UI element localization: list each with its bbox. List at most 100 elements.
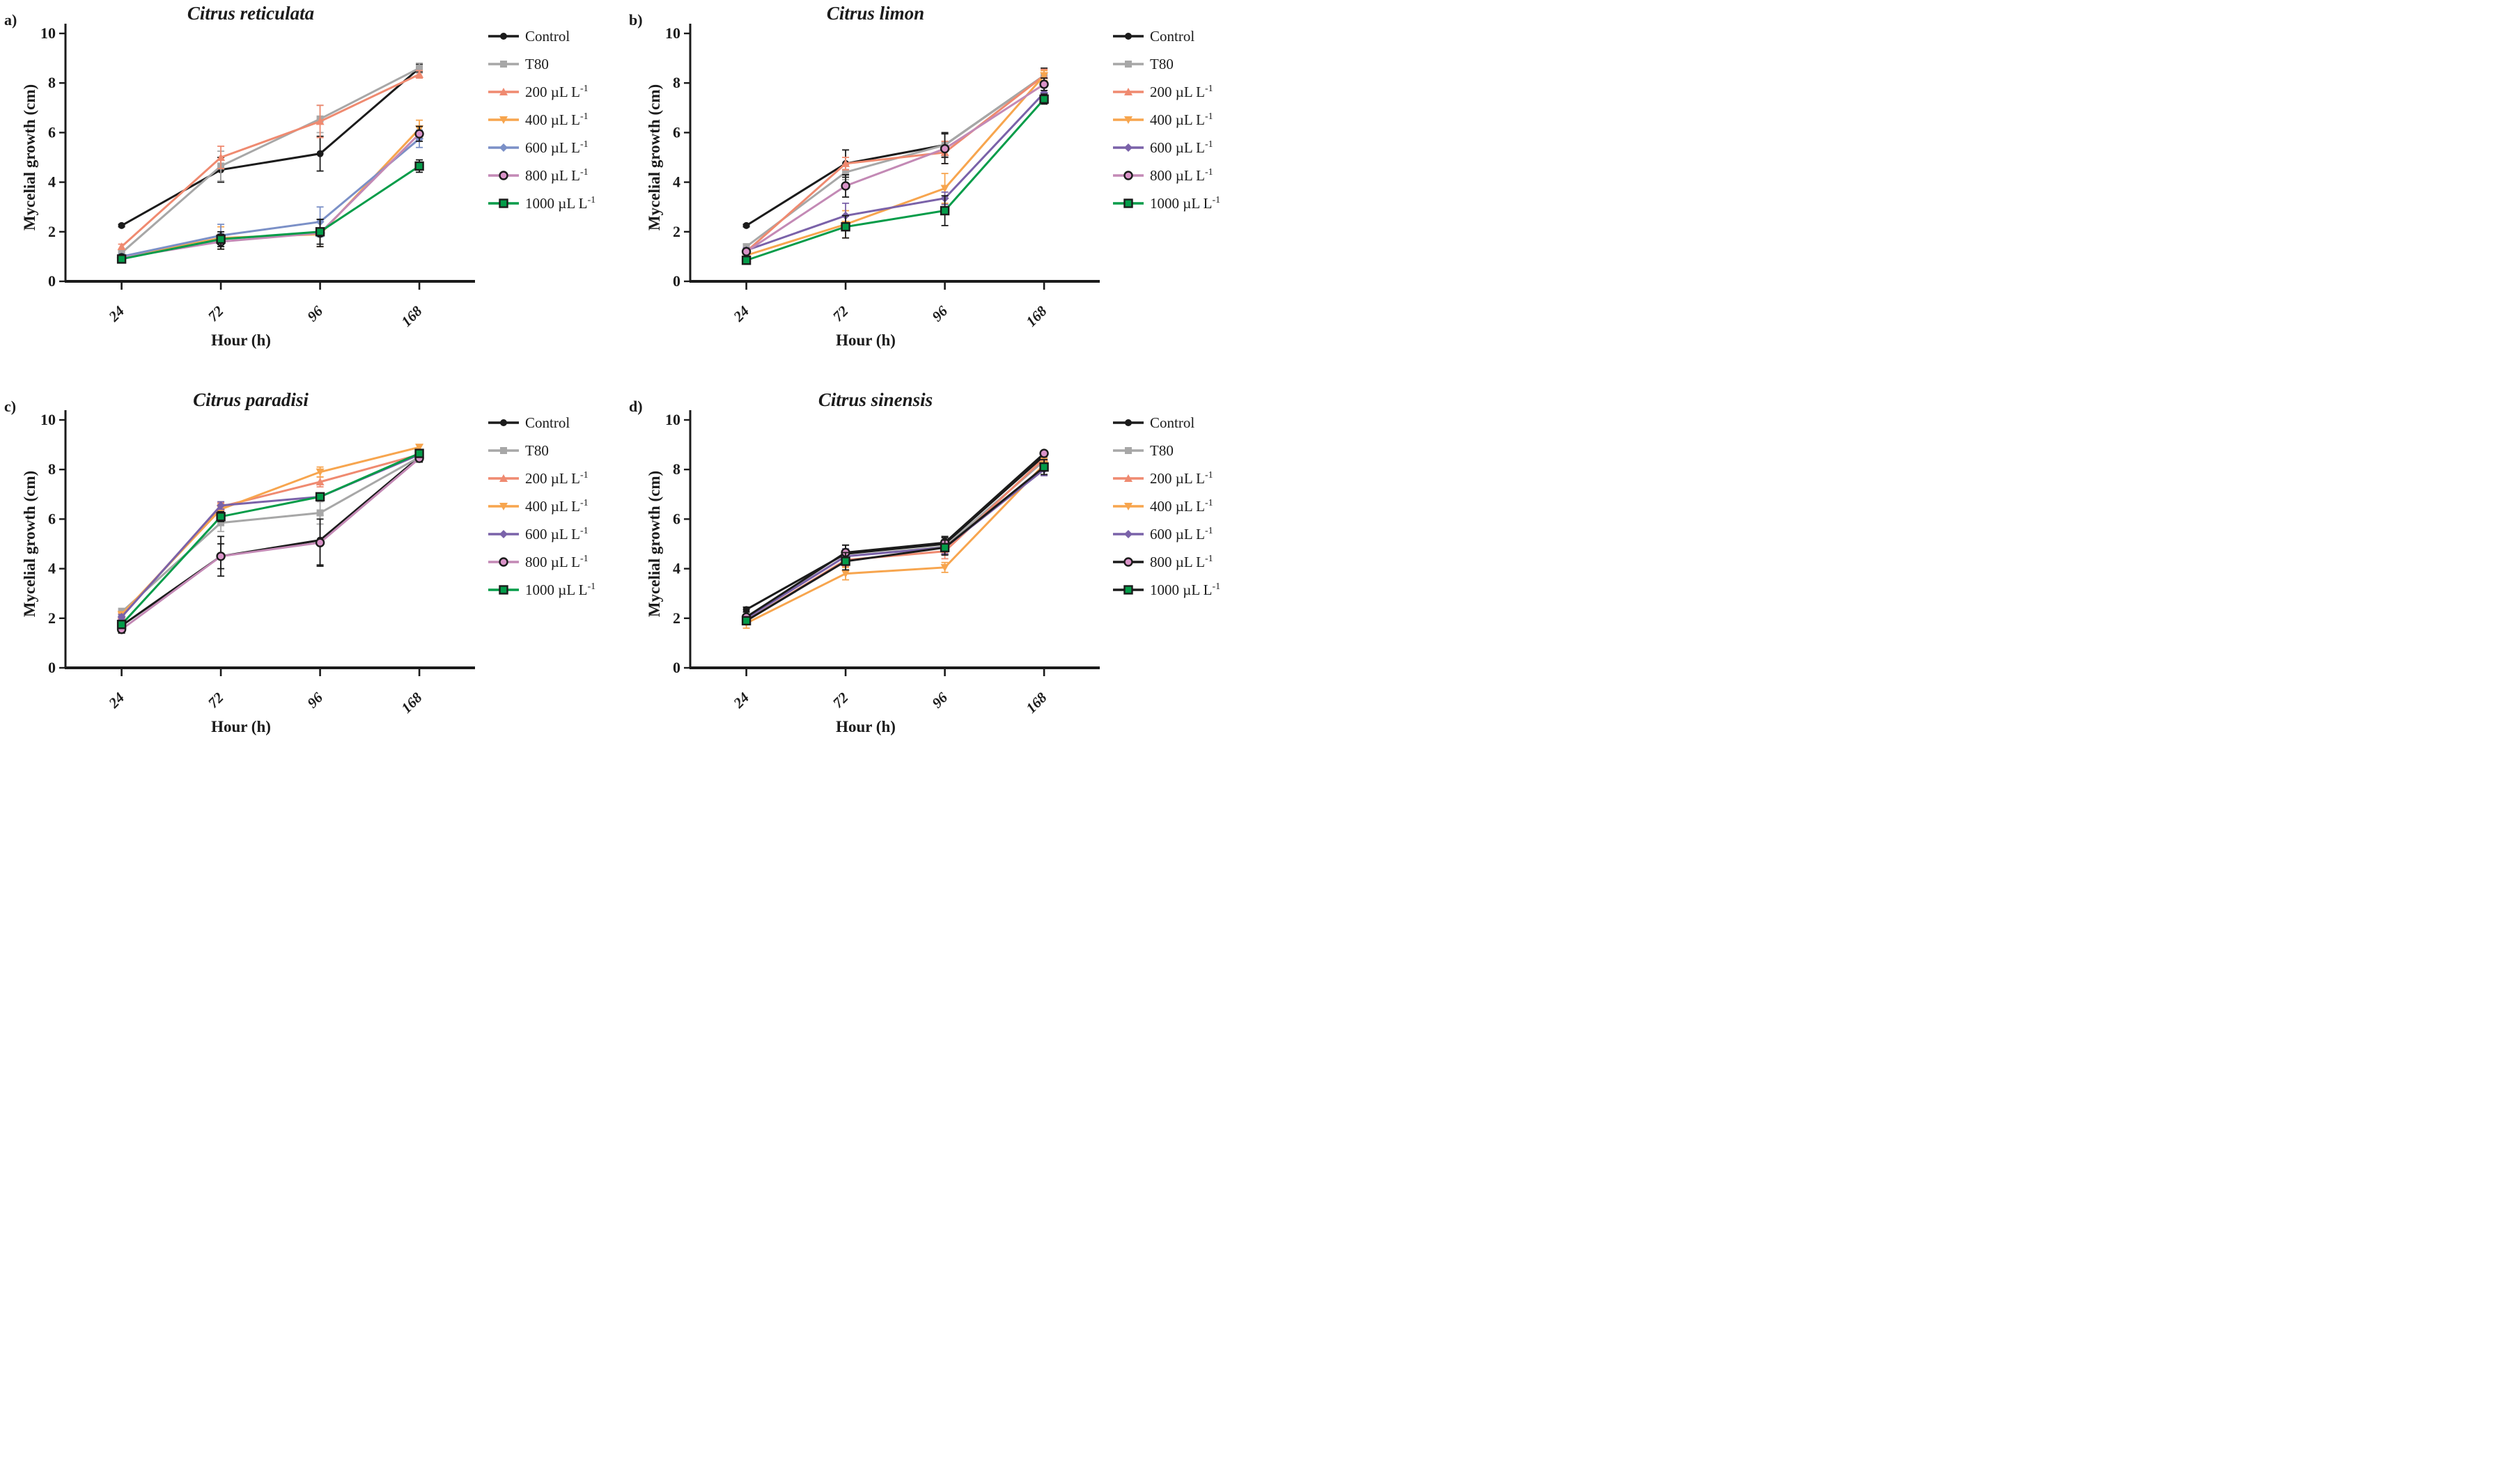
data-point-triangle-up [316,478,325,485]
legend-marker-square-icon [1113,447,1144,454]
legend-item-600-l-l-: 600 µL L-1 [488,134,623,162]
x-tick-label: 168 [398,689,426,717]
y-axis-title: Mycelial growth (cm) [646,84,663,231]
y-tick-label: 0 [48,659,56,676]
data-point-diamond [217,501,226,510]
legend-marker-circle-icon [488,419,519,426]
legend-item-400-l-l-: 400 µL L-1 [1112,492,1248,520]
legend-marker-open-circle-icon [488,171,519,180]
data-point-triangle-down [841,570,850,578]
legend-marker-diamond-icon [1113,530,1144,538]
panel-title-citrus-paradisi: Citrus paradisi [193,389,309,410]
series-line [121,138,421,258]
y-tick-label: 6 [673,510,680,527]
legend-item-control: Control [488,22,623,50]
legend-label: 800 µL L-1 [1150,553,1213,570]
legend-marker-triangle-up-icon [1113,474,1144,482]
legend-marker-square-outline-icon [1113,198,1144,208]
legend-marker-triangle-up-icon [488,88,519,95]
legend-marker-triangle-down-icon [488,116,519,124]
series-line [120,456,421,627]
series-600-l-l- [742,462,1049,623]
data-point-open-circle [1039,448,1049,458]
panel-citrus-paradisi: c) Citrus paradisi 0 2 4 6 8 10 24 72 96 168 Hour … [0,389,625,769]
series-1000-l-l- [741,459,1049,626]
data-point-triangle-up [217,153,226,161]
legend-label: 200 µL L-1 [1150,83,1213,100]
legend-item-200-l-l-: 200 µL L-1 [488,464,623,492]
figure-grid: a) Citrus reticulata 0 2 4 6 8 10 24 72 96 168 Hou… [0,0,1250,769]
data-point-square [842,169,850,176]
series-1000-l-l- [116,448,424,630]
data-point-square-outline [414,161,424,171]
legend-item-600-l-l-: 600 µL L-1 [1112,520,1248,548]
legend-label: T80 [525,55,549,72]
data-point-circle [500,33,507,40]
data-point-square-outline [499,198,508,208]
data-point-open-circle [414,129,424,139]
data-point-diamond [1124,143,1132,152]
data-point-diamond [117,613,126,622]
legend-marker-triangle-down-icon [1113,116,1144,124]
legend-citrus-reticulata: Control T80 200 µL L-1 400 µL L-1 600 µL L-1… [488,22,623,217]
data-point-triangle-up [117,242,126,251]
data-point-diamond [1124,530,1132,538]
panel-title-citrus-limon: Citrus limon [826,3,925,24]
legend-marker-triangle-up-icon [1113,88,1144,95]
series-line [745,83,1045,253]
legend-marker-triangle-down-icon [488,503,519,510]
panel-citrus-sinensis: d) Citrus sinensis 0 2 4 6 8 10 24 72 96 168 Hour … [625,389,1250,769]
legend-label: 400 µL L-1 [525,111,589,128]
y-tick-label: 8 [673,460,680,478]
legend-marker-open-circle-icon [488,557,519,567]
legend-item-200-l-l-: 200 µL L-1 [1112,464,1248,492]
data-point-square-outline [741,256,752,265]
legend-item-t80: T80 [1112,50,1248,78]
legend-label: T80 [1150,442,1174,459]
x-axis-title: Hour (h) [211,331,271,349]
series-1000-l-l- [116,159,424,264]
y-tick-label: 8 [48,460,56,478]
series-200-l-l- [117,448,424,620]
data-point-circle [1125,419,1132,426]
legend-item-1000-l-l-: 1000 µL L-1 [488,189,623,217]
data-point-square [416,64,423,72]
x-tick-label: 72 [205,689,227,711]
x-tick-label: 96 [304,302,326,325]
legend-marker-square-outline-icon [488,198,519,208]
series-400-l-l- [117,444,424,619]
data-point-circle [1125,33,1132,40]
data-point-triangle-down [499,116,508,124]
series-line [746,98,1045,262]
series-200-l-l- [742,453,1049,625]
x-tick-label: 24 [105,303,128,326]
legend-label: 200 µL L-1 [1150,469,1213,487]
x-tick-label: 96 [304,689,326,711]
legend-item-800-l-l-: 800 µL L-1 [1112,162,1248,189]
data-point-triangle-up [316,117,325,125]
legend-label: 800 µL L-1 [525,553,589,570]
legend-item-400-l-l-: 400 µL L-1 [488,106,623,134]
data-point-triangle-down [316,468,325,476]
series-line [745,464,1045,625]
data-point-triangle-up [499,474,508,482]
panel-title-citrus-reticulata: Citrus reticulata [187,3,315,24]
data-point-open-circle [1123,557,1133,567]
y-tick-label: 10 [40,411,56,428]
series-800-l-l- [741,77,1049,256]
legend-item-400-l-l-: 400 µL L-1 [488,492,623,520]
data-point-square-outline [940,205,950,216]
legend-marker-square-outline-icon [488,585,519,595]
legend-label: 1000 µL L-1 [1150,581,1221,598]
series-200-l-l- [117,70,424,251]
legend-label: 1000 µL L-1 [525,194,596,212]
series-line [120,453,420,617]
data-point-square [1125,447,1132,454]
legend-label: 200 µL L-1 [525,83,589,100]
panel-label-d: d) [629,398,643,415]
data-point-square-outline [216,512,226,522]
data-point-triangle-down [499,503,508,510]
legend-label: 400 µL L-1 [1150,111,1213,128]
y-tick-label: 4 [48,560,56,577]
